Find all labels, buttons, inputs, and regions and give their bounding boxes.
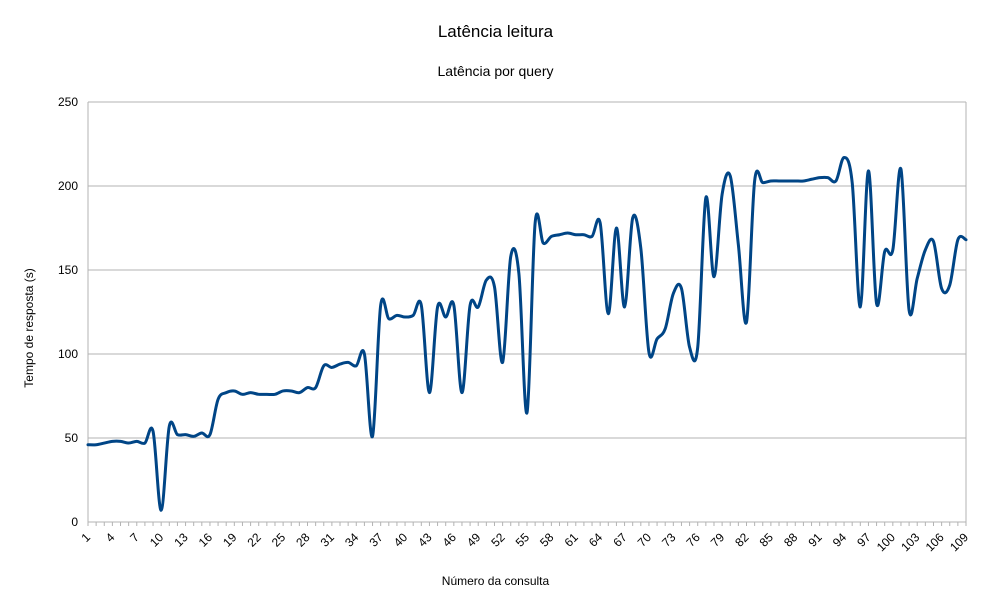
x-tick-label: 19 (220, 530, 240, 550)
chart-title: Latência leitura (437, 22, 554, 41)
y-tick-label: 50 (65, 431, 79, 445)
x-tick-label: 82 (732, 530, 752, 550)
x-tick-label: 37 (366, 530, 386, 550)
y-tick-label: 200 (58, 179, 78, 193)
x-tick-label: 7 (127, 530, 142, 545)
x-tick-label: 103 (898, 530, 922, 554)
x-tick-label: 85 (757, 530, 777, 550)
x-tick-label: 25 (269, 530, 289, 550)
x-tick-label: 58 (537, 530, 557, 550)
x-tick-label: 1 (78, 530, 93, 545)
y-tick-label: 0 (71, 515, 78, 529)
y-tick-label: 100 (58, 347, 78, 361)
x-tick-label: 97 (854, 530, 874, 550)
x-tick-label: 46 (440, 530, 460, 550)
x-tick-label: 28 (293, 530, 313, 550)
x-tick-label: 4 (103, 530, 118, 545)
x-tick-label: 52 (488, 530, 508, 550)
x-tick-label: 100 (874, 530, 898, 554)
y-tick-label: 250 (58, 95, 78, 109)
x-axis-label: Número da consulta (441, 574, 550, 588)
x-tick-label: 76 (683, 530, 703, 550)
x-tick-label: 16 (196, 530, 216, 550)
x-tick-label: 88 (781, 530, 801, 550)
x-tick-label: 67 (610, 530, 630, 550)
x-tick-label: 49 (464, 530, 484, 550)
x-tick-label: 40 (391, 530, 411, 550)
x-tick-label: 13 (171, 530, 191, 550)
x-tick-label: 70 (635, 530, 655, 550)
x-tick-label: 34 (342, 530, 362, 550)
x-tick-label: 10 (147, 530, 167, 550)
x-tick-label: 106 (923, 530, 947, 554)
y-tick-label: 150 (58, 263, 78, 277)
x-tick-label: 61 (562, 530, 582, 550)
x-tick-label: 55 (513, 530, 533, 550)
series-line (86, 155, 968, 512)
x-tick-label: 73 (659, 530, 679, 550)
x-tick-label: 109 (947, 530, 971, 554)
x-tick-label: 94 (830, 530, 850, 550)
x-tick-label: 22 (244, 530, 264, 550)
x-tick-label: 79 (708, 530, 728, 550)
x-tick-label: 43 (415, 530, 435, 550)
x-tick-label: 91 (805, 530, 825, 550)
chart-subtitle: Latência por query (437, 63, 554, 79)
x-tick-label: 31 (318, 530, 338, 550)
x-tick-label: 64 (586, 530, 606, 550)
